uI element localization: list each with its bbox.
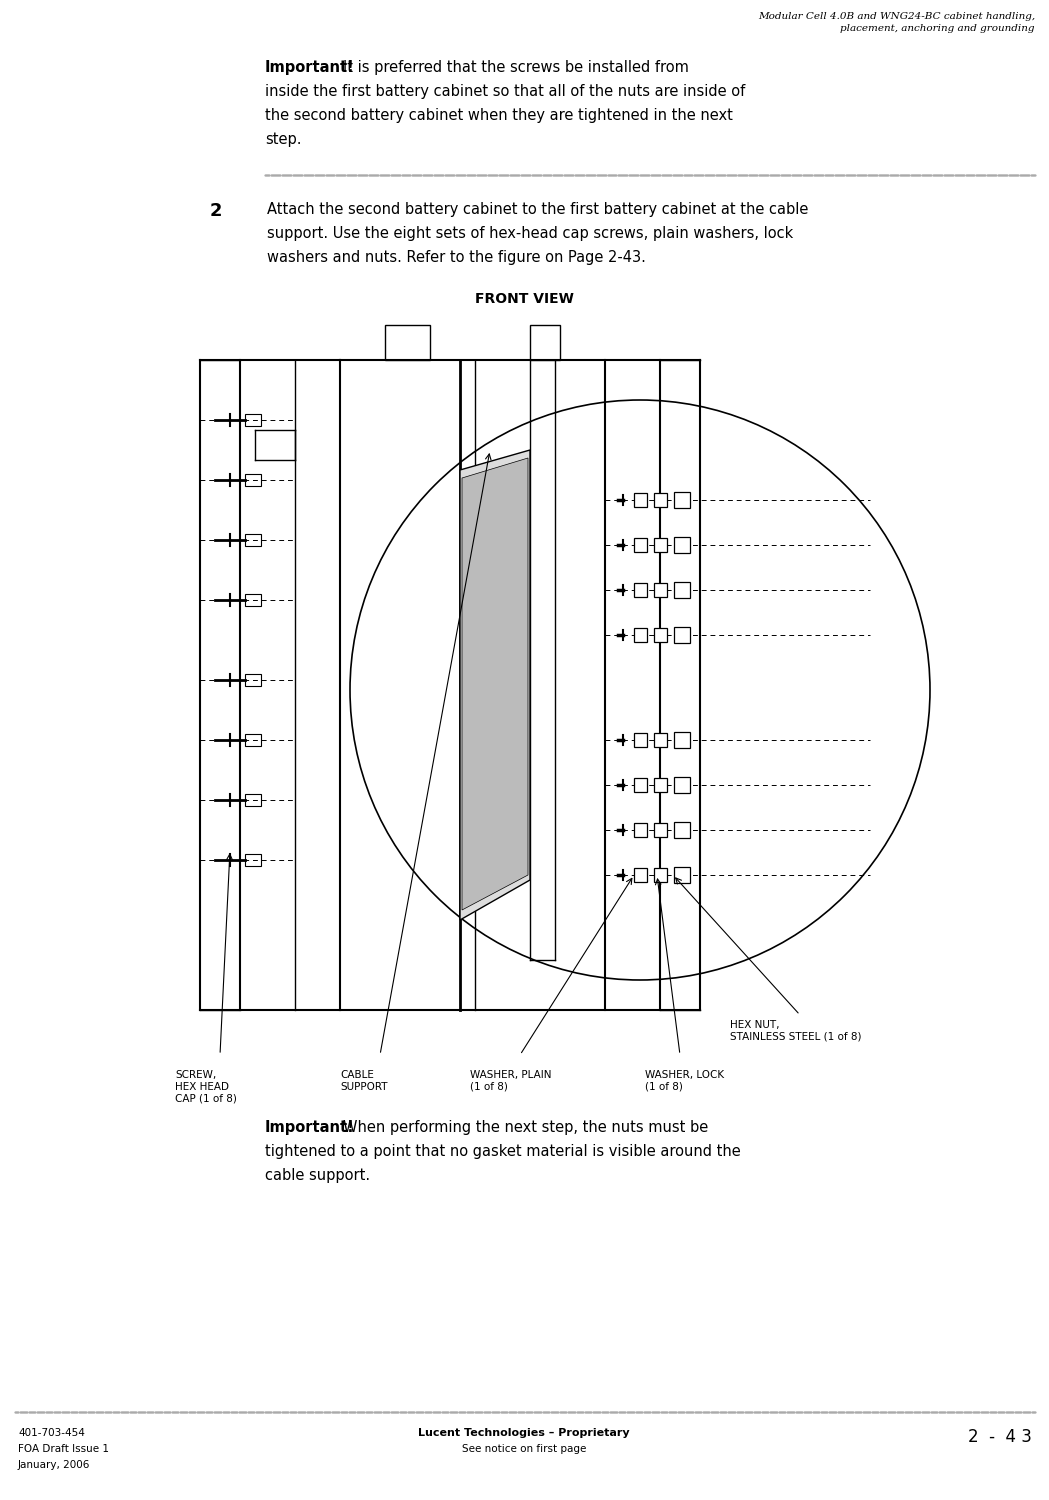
Text: Modular Cell 4.0B and WNG24-BC cabinet handling,: Modular Cell 4.0B and WNG24-BC cabinet h… <box>757 12 1035 21</box>
Text: WASHER, LOCK
(1 of 8): WASHER, LOCK (1 of 8) <box>645 1070 724 1092</box>
Bar <box>654 868 667 882</box>
Bar <box>245 534 261 546</box>
Bar <box>654 584 667 597</box>
Bar <box>634 628 647 642</box>
Text: the second battery cabinet when they are tightened in the next: the second battery cabinet when they are… <box>265 108 733 123</box>
Bar <box>654 734 667 747</box>
Bar <box>675 537 690 554</box>
Text: 2  -  4 3: 2 - 4 3 <box>968 1428 1032 1446</box>
Text: inside the first battery cabinet so that all of the nuts are inside of: inside the first battery cabinet so that… <box>265 84 745 99</box>
Bar <box>245 794 261 806</box>
Bar <box>675 867 690 883</box>
Text: When performing the next step, the nuts must be: When performing the next step, the nuts … <box>343 1120 708 1136</box>
Bar <box>245 853 261 865</box>
Bar <box>634 584 647 597</box>
Text: Lucent Technologies – Proprietary: Lucent Technologies – Proprietary <box>419 1428 629 1438</box>
Text: January, 2006: January, 2006 <box>18 1460 90 1470</box>
Text: cable support.: cable support. <box>265 1168 370 1184</box>
Bar <box>245 474 261 486</box>
Text: See notice on first page: See notice on first page <box>462 1444 586 1454</box>
Bar <box>654 494 667 507</box>
Bar <box>675 492 690 508</box>
Bar <box>654 824 667 837</box>
Polygon shape <box>462 458 528 910</box>
Text: Important!: Important! <box>265 60 355 75</box>
Text: 2: 2 <box>210 202 222 220</box>
Text: tightened to a point that no gasket material is visible around the: tightened to a point that no gasket mate… <box>265 1144 741 1160</box>
Text: SCREW,
HEX HEAD
CAP (1 of 8): SCREW, HEX HEAD CAP (1 of 8) <box>175 1070 237 1102</box>
Text: FOA Draft Issue 1: FOA Draft Issue 1 <box>18 1444 109 1454</box>
Bar <box>634 538 647 552</box>
Text: WASHER, PLAIN
(1 of 8): WASHER, PLAIN (1 of 8) <box>470 1070 552 1092</box>
Bar <box>245 414 261 426</box>
Text: It is preferred that the screws be installed from: It is preferred that the screws be insta… <box>343 60 689 75</box>
Bar <box>675 627 690 644</box>
Text: step.: step. <box>265 132 301 147</box>
Bar <box>634 824 647 837</box>
Text: placement, anchoring and grounding: placement, anchoring and grounding <box>840 24 1035 33</box>
Text: FRONT VIEW: FRONT VIEW <box>474 292 574 306</box>
Text: washers and nuts. Refer to the figure on Page 2-43.: washers and nuts. Refer to the figure on… <box>267 251 646 266</box>
Text: support. Use the eight sets of hex-head cap screws, plain washers, lock: support. Use the eight sets of hex-head … <box>267 226 793 242</box>
Text: 401-703-454: 401-703-454 <box>18 1428 85 1438</box>
Bar <box>675 732 690 748</box>
Bar <box>634 778 647 792</box>
Bar <box>675 582 690 598</box>
Bar <box>634 868 647 882</box>
Bar <box>385 326 430 360</box>
Bar <box>634 494 647 507</box>
Text: Important!: Important! <box>265 1120 355 1136</box>
Bar <box>245 734 261 746</box>
Bar <box>675 822 690 839</box>
Polygon shape <box>461 450 530 920</box>
Bar <box>634 734 647 747</box>
Text: Attach the second battery cabinet to the first battery cabinet at the cable: Attach the second battery cabinet to the… <box>267 202 809 217</box>
Bar <box>530 326 560 360</box>
Bar <box>654 778 667 792</box>
Bar <box>654 538 667 552</box>
Bar <box>245 594 261 606</box>
Bar <box>675 777 690 794</box>
Circle shape <box>350 400 930 980</box>
Text: CABLE
SUPPORT: CABLE SUPPORT <box>340 1070 387 1092</box>
Text: HEX NUT,
STAINLESS STEEL (1 of 8): HEX NUT, STAINLESS STEEL (1 of 8) <box>730 1020 861 1041</box>
Bar <box>245 674 261 686</box>
Bar <box>654 628 667 642</box>
